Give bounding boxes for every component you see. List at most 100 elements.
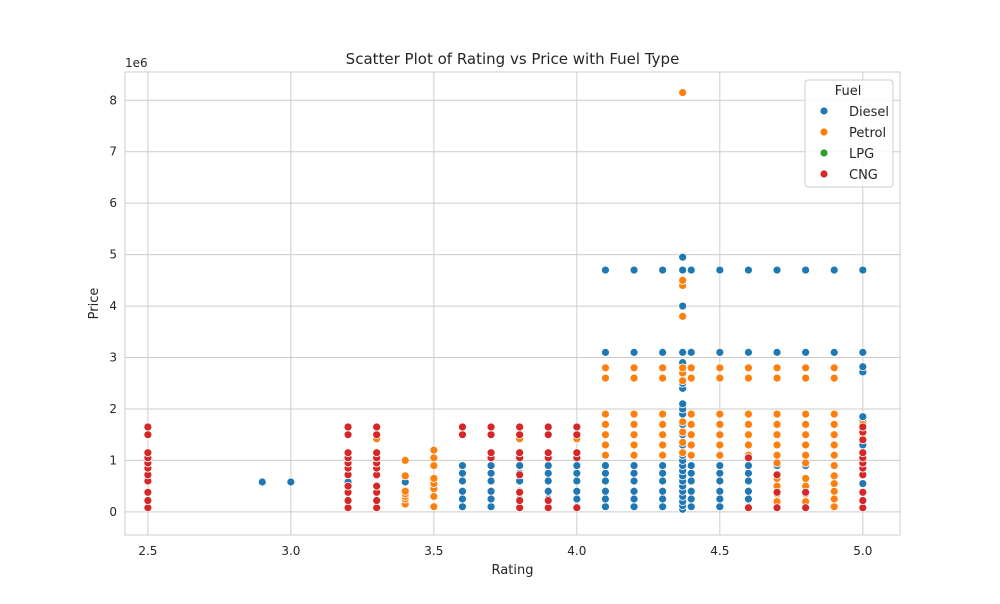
data-point-petrol — [772, 409, 782, 419]
data-point-diesel — [744, 476, 753, 486]
data-point-cng — [572, 422, 582, 432]
data-point-petrol — [678, 427, 688, 437]
data-point-petrol — [715, 430, 725, 440]
legend-marker-petrol — [819, 127, 829, 137]
data-point-diesel — [678, 399, 688, 409]
data-point-cng — [372, 503, 382, 513]
data-point-petrol — [715, 419, 725, 429]
data-point-diesel — [801, 347, 811, 357]
data-point-diesel — [601, 265, 610, 275]
data-point-diesel — [658, 468, 668, 478]
data-point-diesel — [486, 468, 496, 478]
legend-entry-diesel: Diesel — [819, 105, 889, 120]
data-point-diesel — [686, 265, 696, 275]
x-tick-label: 5.0 — [853, 544, 872, 558]
data-point-diesel — [486, 502, 496, 512]
data-point-cng — [572, 448, 582, 458]
legend-marker-lpg — [819, 148, 829, 158]
data-point-cng — [772, 487, 782, 497]
data-point-diesel — [486, 476, 496, 486]
data-point-petrol — [658, 373, 668, 383]
data-point-diesel — [686, 347, 696, 357]
y-tick-label: 2 — [109, 402, 117, 416]
data-point-petrol — [658, 409, 668, 419]
data-point-diesel — [458, 486, 467, 496]
data-point-petrol — [744, 373, 753, 383]
y-tick-label: 4 — [109, 299, 117, 313]
data-point-diesel — [858, 362, 868, 372]
data-point-diesel — [601, 476, 610, 486]
data-point-diesel — [678, 265, 688, 275]
data-point-diesel — [601, 502, 610, 512]
data-point-diesel — [744, 347, 753, 357]
data-point-cng — [343, 496, 353, 505]
data-point-cng — [572, 503, 582, 513]
legend-marker-diesel — [819, 106, 829, 116]
data-point-petrol — [829, 502, 839, 512]
data-point-diesel — [257, 477, 267, 487]
data-point-cng — [143, 448, 153, 458]
data-point-cng — [458, 430, 467, 440]
data-point-petrol — [772, 373, 782, 383]
data-point-cng — [543, 496, 553, 505]
data-point-diesel — [858, 347, 868, 357]
legend-marker-cng — [819, 169, 829, 179]
data-point-petrol — [678, 275, 688, 285]
data-point-cng — [515, 503, 525, 513]
data-point-diesel — [715, 476, 725, 486]
data-point-diesel — [715, 494, 725, 504]
data-point-petrol — [629, 440, 639, 450]
data-point-diesel — [458, 461, 467, 470]
data-point-petrol — [686, 363, 696, 373]
data-point-cng — [343, 448, 353, 458]
data-point-diesel — [715, 265, 725, 275]
data-point-petrol — [601, 440, 610, 450]
plot-area — [125, 72, 900, 535]
data-point-petrol — [829, 363, 839, 373]
data-point-cng — [143, 430, 153, 440]
data-point-diesel — [572, 468, 582, 478]
data-point-diesel — [629, 468, 639, 478]
data-point-petrol — [678, 88, 688, 97]
data-point-petrol — [429, 502, 439, 512]
data-point-petrol — [829, 430, 839, 440]
data-point-petrol — [772, 450, 782, 460]
data-point-petrol — [772, 363, 782, 373]
data-point-diesel — [715, 461, 725, 470]
data-point-petrol — [400, 471, 410, 481]
y-tick-label: 3 — [109, 351, 117, 365]
data-point-diesel — [629, 494, 639, 504]
data-point-cng — [515, 430, 525, 440]
data-point-cng — [543, 430, 553, 440]
data-point-petrol — [772, 440, 782, 450]
data-point-petrol — [715, 450, 725, 460]
legend-title: Fuel — [835, 84, 862, 99]
data-point-diesel — [686, 468, 696, 478]
data-point-petrol — [801, 458, 811, 468]
data-point-diesel — [543, 486, 553, 496]
data-point-petrol — [601, 430, 610, 440]
data-point-diesel — [658, 486, 668, 496]
y-tick-label: 7 — [109, 145, 117, 159]
data-point-petrol — [686, 419, 696, 429]
x-tick-label: 3.0 — [281, 544, 300, 558]
data-point-cng — [858, 422, 868, 432]
data-point-cng — [858, 487, 868, 497]
data-point-cng — [801, 503, 811, 513]
data-point-cng — [858, 448, 868, 458]
data-point-petrol — [629, 373, 639, 383]
data-point-petrol — [829, 471, 839, 481]
data-point-diesel — [629, 476, 639, 486]
data-point-cng — [458, 422, 467, 432]
data-point-petrol — [744, 419, 753, 429]
data-point-cng — [486, 422, 496, 432]
data-point-petrol — [829, 479, 839, 488]
data-point-petrol — [601, 373, 610, 383]
data-point-petrol — [772, 430, 782, 440]
data-point-cng — [515, 448, 525, 458]
data-point-diesel — [486, 486, 496, 496]
data-point-diesel — [286, 477, 296, 487]
data-point-cng — [858, 496, 868, 505]
data-point-diesel — [678, 347, 688, 357]
data-point-petrol — [658, 363, 668, 373]
